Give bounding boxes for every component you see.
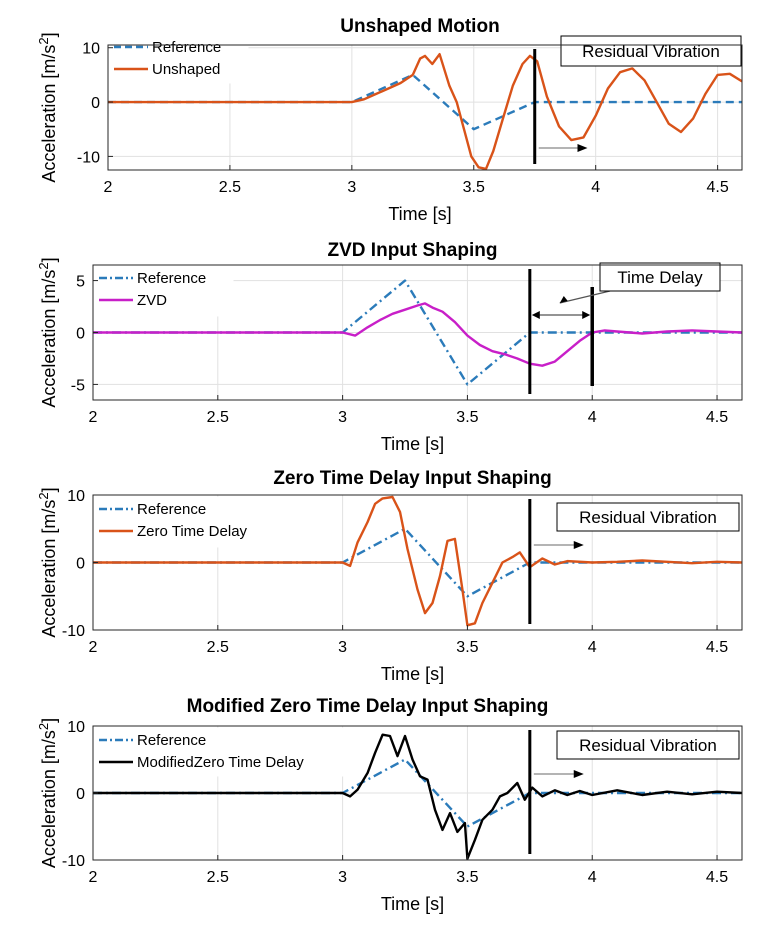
x-tick-label: 2 (89, 639, 98, 656)
x-tick-label: 4 (591, 179, 600, 196)
legend-box (92, 727, 356, 777)
x-tick-label: 2.5 (219, 179, 241, 196)
x-axis-label: Time [s] (381, 894, 444, 914)
annotation-box (556, 502, 740, 532)
y-tick-label: 10 (67, 719, 85, 736)
chart-title: Modified Zero Time Delay Input Shaping (187, 696, 549, 717)
annotation-label: Residual Vibration (579, 508, 717, 527)
legend: Reference Zero Time Delay (92, 496, 291, 548)
residual-arrow-head (573, 770, 584, 778)
y-axis-label: Acceleration [m/s2] (36, 718, 59, 868)
x-tick-label: 3 (347, 179, 356, 196)
legend-entry: ModifiedZero Time Delay (137, 754, 304, 771)
series-line-zvd (93, 302, 743, 367)
y-tick-label: -5 (71, 377, 85, 394)
y-tick-label: 0 (76, 326, 85, 343)
x-tick-label: 2.5 (207, 639, 229, 656)
legend-entry: Zero Time Delay (137, 523, 248, 540)
x-tick-label: 3 (338, 639, 347, 656)
legend-entry: Reference (137, 732, 206, 749)
legend: Reference Unshaped (107, 34, 249, 84)
x-tick-label: 2 (89, 869, 98, 886)
x-tick-label: 3.5 (456, 409, 478, 426)
x-axis-label: Time [s] (381, 434, 444, 454)
x-tick-label: 3 (338, 869, 347, 886)
y-axis-label: Acceleration [m/s2] (36, 487, 59, 637)
x-tick-label: 4 (588, 869, 597, 886)
legend-entry: Reference (152, 39, 221, 56)
x-tick-label: 2.5 (207, 409, 229, 426)
y-tick-label: -10 (62, 853, 85, 870)
legend-entry: ZVD (137, 292, 167, 309)
y-tick-label: -10 (77, 149, 100, 166)
annotation-label: Residual Vibration (579, 736, 717, 755)
series-line-reference (108, 73, 742, 131)
annotation-box (560, 35, 742, 67)
y-tick-label: 5 (76, 274, 85, 291)
y-tick-label: 10 (82, 41, 100, 58)
x-tick-label: 4.5 (706, 409, 728, 426)
legend-entry: Unshaped (152, 61, 220, 78)
annotation-box (599, 262, 721, 292)
annotation-label: Time Delay (617, 268, 703, 287)
residual-arrow-head (577, 144, 588, 152)
chart-panel-2: Time Delay Reference ZVD 2 2.5 3 3.5 4 4.5 -5 0 5 ZV… (36, 240, 743, 454)
x-tick-label: 4.5 (706, 179, 728, 196)
annotation-box (556, 730, 740, 760)
axes-frame (107, 44, 743, 171)
y-tick-label: 0 (76, 556, 85, 573)
legend-box (92, 496, 291, 548)
x-tick-label: 3.5 (456, 869, 478, 886)
legend: Reference ModifiedZero Time Delay (92, 727, 356, 777)
chart-title: Unshaped Motion (340, 16, 499, 37)
legend-entry: Reference (137, 501, 206, 518)
annotation-pointer (559, 290, 611, 304)
chart-panel-1: Residual Vibration Reference Unshaped 2 2.5 3… (36, 16, 743, 224)
x-tick-label: 3 (338, 409, 347, 426)
legend-box (107, 34, 249, 84)
chart-panel-4: Residual Vibration Reference ModifiedZero … (36, 696, 743, 914)
x-axis-label: Time [s] (381, 664, 444, 684)
chart-title: Zero Time Delay Input Shaping (273, 468, 551, 489)
chart-title: ZVD Input Shaping (328, 240, 498, 261)
legend-entry: Reference (137, 270, 206, 287)
arrow-head-right (582, 311, 591, 319)
x-tick-label: 4.5 (706, 639, 728, 656)
y-tick-label: -10 (62, 623, 85, 640)
legend-box (92, 265, 234, 317)
pointer-head (559, 296, 568, 303)
legend: Reference ZVD (92, 265, 234, 317)
x-tick-label: 3.5 (456, 639, 478, 656)
x-axis-label: Time [s] (388, 204, 451, 224)
x-tick-label: 2 (89, 409, 98, 426)
y-tick-label: 0 (76, 786, 85, 803)
residual-arrow-head (573, 541, 584, 549)
x-tick-label: 4 (588, 639, 597, 656)
x-tick-label: 2.5 (207, 869, 229, 886)
x-tick-label: 2 (104, 179, 113, 196)
arrow-head-left (531, 311, 540, 319)
x-tick-label: 4.5 (706, 869, 728, 886)
y-tick-label: 0 (91, 95, 100, 112)
y-tick-label: 10 (67, 488, 85, 505)
series-line-unshaped (108, 53, 743, 171)
y-axis-label: Acceleration [m/s2] (36, 257, 59, 407)
annotation-label: Residual Vibration (582, 42, 720, 61)
chart-panel-3: Residual Vibration Reference Zero Time Del… (36, 468, 743, 684)
x-tick-label: 4 (588, 409, 597, 426)
x-tick-label: 3.5 (463, 179, 485, 196)
y-axis-label: Acceleration [m/s2] (36, 32, 59, 182)
series-line-zero-time-delay (93, 495, 743, 627)
